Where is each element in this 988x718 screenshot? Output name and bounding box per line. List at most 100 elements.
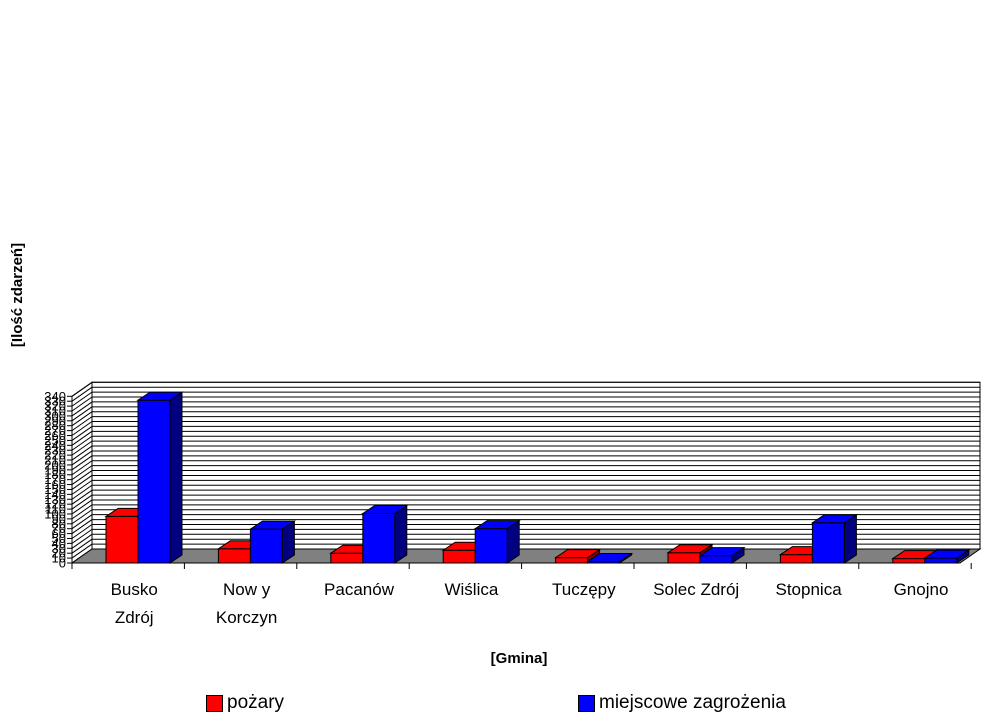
bar-top-miejscowe-zagrozenia-4: [585, 553, 634, 563]
bar-pozary-5: [667, 552, 701, 564]
gridline-depth: [71, 455, 93, 471]
bar-top-miejscowe-zagrozenia-0: [136, 391, 184, 401]
bar-top-miejscowe-zagrozenia-7: [923, 549, 971, 559]
y-tick-label: 50: [52, 531, 66, 546]
gridline-depth: [71, 489, 93, 505]
y-tick-label: 310: [44, 404, 66, 419]
y-tick-label: 0: [59, 556, 66, 571]
y-tick-label: 200: [44, 457, 66, 472]
y-tick-label: 210: [44, 453, 66, 468]
gridline-depth: [71, 435, 93, 451]
gridline-depth: [71, 406, 93, 422]
bar-pozary-6: [779, 554, 813, 564]
bar-top-pozary-4: [553, 549, 602, 559]
gridline-depth: [71, 504, 93, 520]
y-tick-label: 60: [52, 526, 66, 541]
y-tick-label: 100: [44, 506, 66, 521]
y-tick-label: 170: [44, 472, 66, 487]
x-tick-label-stopnica: Stopnica: [776, 580, 843, 599]
y-tick-label: 260: [44, 428, 66, 443]
gridline-depth: [71, 401, 93, 417]
gridline-depth: [71, 465, 93, 481]
bar-pozary-2: [330, 552, 364, 564]
y-tick-label: 10: [52, 551, 66, 566]
legend: pożary miejscowe zagrożenia: [0, 692, 988, 716]
legend-label-miejscowe-zagrozenia: miejscowe zagrożenia: [599, 692, 786, 713]
bar-miejscowe-zagrozenia-1: [249, 528, 283, 564]
gridline-depth: [71, 470, 93, 485]
x-tick-label-tuczepy: Tuczępy: [552, 580, 616, 599]
gridline-depth: [71, 519, 93, 534]
legend-swatch-pozary: [206, 694, 223, 712]
x-tick-label-solec-zdroj: Solec Zdrój: [653, 580, 739, 599]
bar-top-miejscowe-zagrozenia-1: [248, 520, 297, 530]
y-tick-label: 40: [52, 536, 66, 551]
gridline-depth: [71, 484, 93, 500]
gridline-depth: [71, 538, 93, 554]
y-tick-label: 250: [44, 433, 66, 448]
x-tick-label-wislica: Wiślica: [444, 580, 498, 599]
legend-item-pozary: pożary: [206, 692, 284, 714]
x-tick-label-now-y-korczyn: Now y Korczyn: [216, 580, 277, 627]
gridline-depth: [71, 396, 93, 412]
bar-side-miejscowe-zagrozenia-2: [394, 504, 408, 564]
y-tick-label: 190: [44, 462, 66, 477]
gridline-depth: [71, 421, 93, 436]
bar-top-pozary-5: [666, 544, 714, 554]
gridline-depth: [71, 450, 93, 466]
bar-miejscowe-zagrozenia-3: [474, 528, 508, 564]
gridline-depth: [71, 391, 93, 407]
y-axis-title: [Ilość zdarzeń]: [9, 243, 26, 347]
bar-top-miejscowe-zagrozenia-5: [698, 547, 746, 557]
bar-pozary-7: [892, 558, 926, 564]
y-tick-label: 340: [44, 389, 66, 404]
y-tick-label: 160: [44, 477, 66, 492]
gridline-depth: [71, 440, 93, 456]
y-tick-label: 20: [52, 546, 66, 561]
bar-pozary-0: [105, 515, 139, 564]
bar-pozary-1: [217, 548, 251, 564]
y-tick-label: 140: [44, 487, 66, 502]
gridline-depth: [71, 416, 93, 432]
bar-top-miejscowe-zagrozenia-6: [810, 514, 859, 524]
legend-swatch-miejscowe-zagrozenia: [578, 694, 595, 712]
gridline-depth: [71, 514, 93, 530]
y-tick-label: 150: [44, 482, 66, 497]
x-axis-title: [Gmina]: [491, 650, 548, 667]
bar-side-miejscowe-zagrozenia-0: [169, 391, 183, 564]
y-tick-label: 290: [44, 413, 66, 428]
gridline-depth: [71, 509, 93, 525]
bar-pozary-4: [555, 557, 589, 564]
y-tick-label: 110: [45, 502, 66, 517]
gridline-depth: [71, 386, 93, 402]
y-tick-label: 70: [52, 521, 66, 536]
bar-miejscowe-zagrozenia-7: [924, 557, 958, 564]
gridline-depth: [71, 533, 93, 549]
x-tick-label-pacanow: Pacanów: [324, 580, 395, 599]
chart-plot: 0102030405060708090100110120130140150160…: [9, 243, 982, 667]
bar-top-miejscowe-zagrozenia-3: [473, 520, 521, 530]
y-tick-label: 270: [44, 423, 66, 438]
bar-pozary-3: [442, 549, 476, 564]
y-tick-label: 230: [44, 443, 66, 458]
gridline-depth: [71, 411, 93, 427]
bar-miejscowe-zagrozenia-2: [362, 512, 396, 564]
gridline-depth: [71, 528, 93, 544]
gridline-depth: [71, 460, 93, 476]
gridline-depth: [71, 445, 93, 461]
gridline-depth: [71, 494, 93, 510]
bar-top-miejscowe-zagrozenia-2: [361, 504, 409, 514]
x-tick-label-gnojno: Gnojno: [894, 580, 949, 599]
gridline-depth: [71, 543, 93, 559]
gridline-depth: [71, 475, 93, 490]
gridline-depth: [71, 524, 93, 539]
legend-item-miejscowe-zagrozenia: miejscowe zagrożenia: [578, 692, 786, 714]
gridline-depth: [71, 426, 93, 441]
gridline-depth: [71, 430, 93, 446]
y-tick-label: 220: [44, 448, 66, 463]
legend-label-pozary: pożary: [227, 692, 285, 713]
gridline-depth: [71, 479, 93, 495]
gridline-depth: [71, 499, 93, 515]
y-tick-label: 330: [44, 394, 66, 409]
